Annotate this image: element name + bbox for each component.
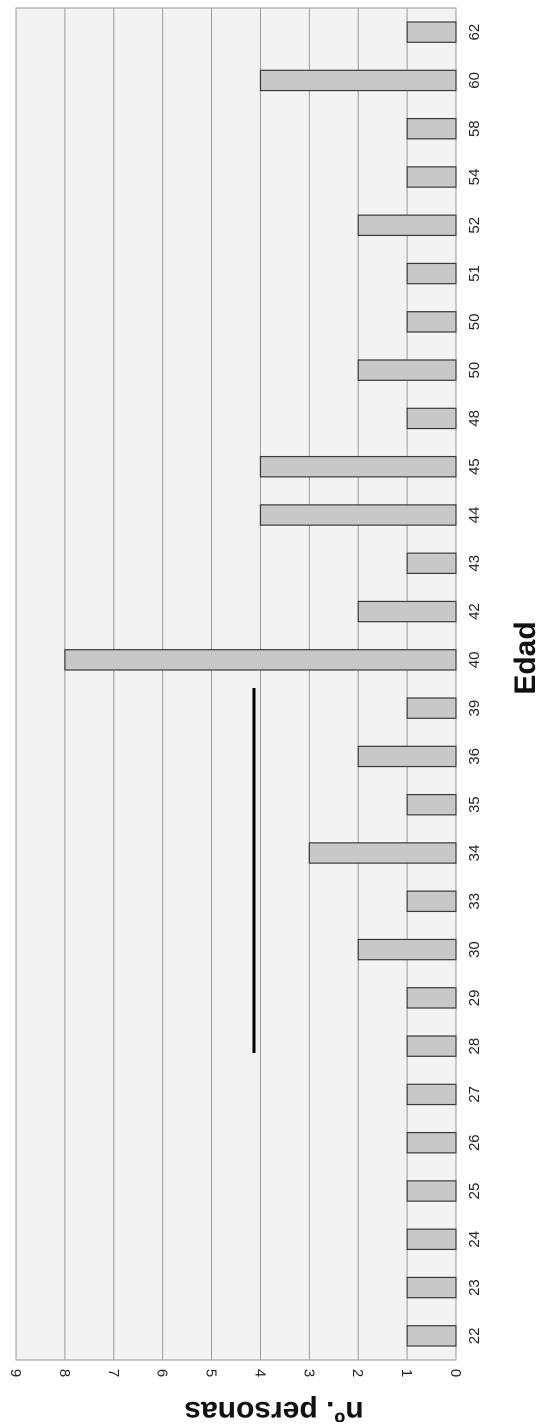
x-tick-label: 24 [466,1231,483,1248]
x-tick-label: 35 [466,796,483,813]
y-tick-label: 4 [251,1369,268,1377]
bar [406,987,457,1009]
bars [64,21,457,1347]
x-tick-label: 25 [466,1183,483,1200]
bar [406,407,457,430]
bar [406,117,457,140]
x-tick-label: 33 [466,893,483,910]
y-axis-title: nº. personas [184,1395,363,1422]
bar [406,1083,457,1106]
bar [64,649,457,671]
bar [406,697,457,719]
x-tick-label: 45 [466,458,483,475]
x-tick-label: 51 [466,265,483,282]
x-tick-label: 26 [466,1134,483,1151]
y-tick-label: 2 [349,1369,366,1377]
bar [357,745,457,768]
bar [406,262,457,285]
bar [406,793,457,816]
bar [357,214,457,237]
x-tick-label: 40 [466,652,483,669]
bar [259,504,457,526]
y-tick-label: 6 [154,1369,171,1377]
plot-area [15,7,457,1361]
x-tick-labels: 22 23 24 25 26 27 28 29 30 33 34 35 36 39 40 42 43 44 45 48… [466,24,483,1344]
bar [357,600,457,623]
x-tick-label: 58 [466,120,483,137]
bar [406,1035,457,1057]
bar [406,1276,457,1299]
x-tick-label: 43 [466,555,483,572]
y-tick-label: 8 [56,1369,73,1377]
bar [406,1228,457,1251]
bar [406,552,457,575]
bar [259,455,457,478]
x-tick-label: 30 [466,941,483,958]
bar [406,1325,457,1347]
y-tick-label: 1 [398,1369,415,1377]
bar [357,938,457,961]
bar [406,1131,457,1154]
bar [406,890,457,913]
x-tick-label: 54 [466,169,483,186]
y-tick-label: 7 [105,1369,122,1377]
bar [406,21,457,43]
x-tick-label: 22 [466,1328,483,1345]
bar [357,359,457,381]
y-tick-label: 0 [447,1369,464,1377]
bar [406,166,457,188]
y-tick-label: 9 [7,1369,24,1377]
y-tick-label: 3 [300,1369,317,1377]
x-tick-label: 23 [466,1279,483,1296]
x-tick-label: 34 [466,845,483,862]
bar [308,842,457,864]
x-tick-label: 50 [466,362,483,379]
x-tick-label: 39 [466,700,483,717]
x-tick-label: 52 [466,217,483,234]
x-tick-label: 36 [466,748,483,765]
bar [406,311,457,333]
y-tick-label: 5 [203,1369,220,1377]
x-axis-title: Edad [509,621,542,694]
x-tick-label: 28 [466,1038,483,1055]
bar [406,1180,457,1202]
y-tick-labels: 0 1 2 3 4 5 6 7 8 9 [7,1369,464,1377]
bar [259,69,457,92]
x-tick-label: 48 [466,410,483,427]
x-tick-label: 50 [466,314,483,331]
x-tick-label: 44 [466,507,483,524]
x-tick-label: 29 [466,990,483,1007]
x-tick-label: 62 [466,24,483,41]
x-tick-label: 60 [466,72,483,89]
x-tick-label: 27 [466,1086,483,1103]
x-tick-label: 42 [466,603,483,620]
